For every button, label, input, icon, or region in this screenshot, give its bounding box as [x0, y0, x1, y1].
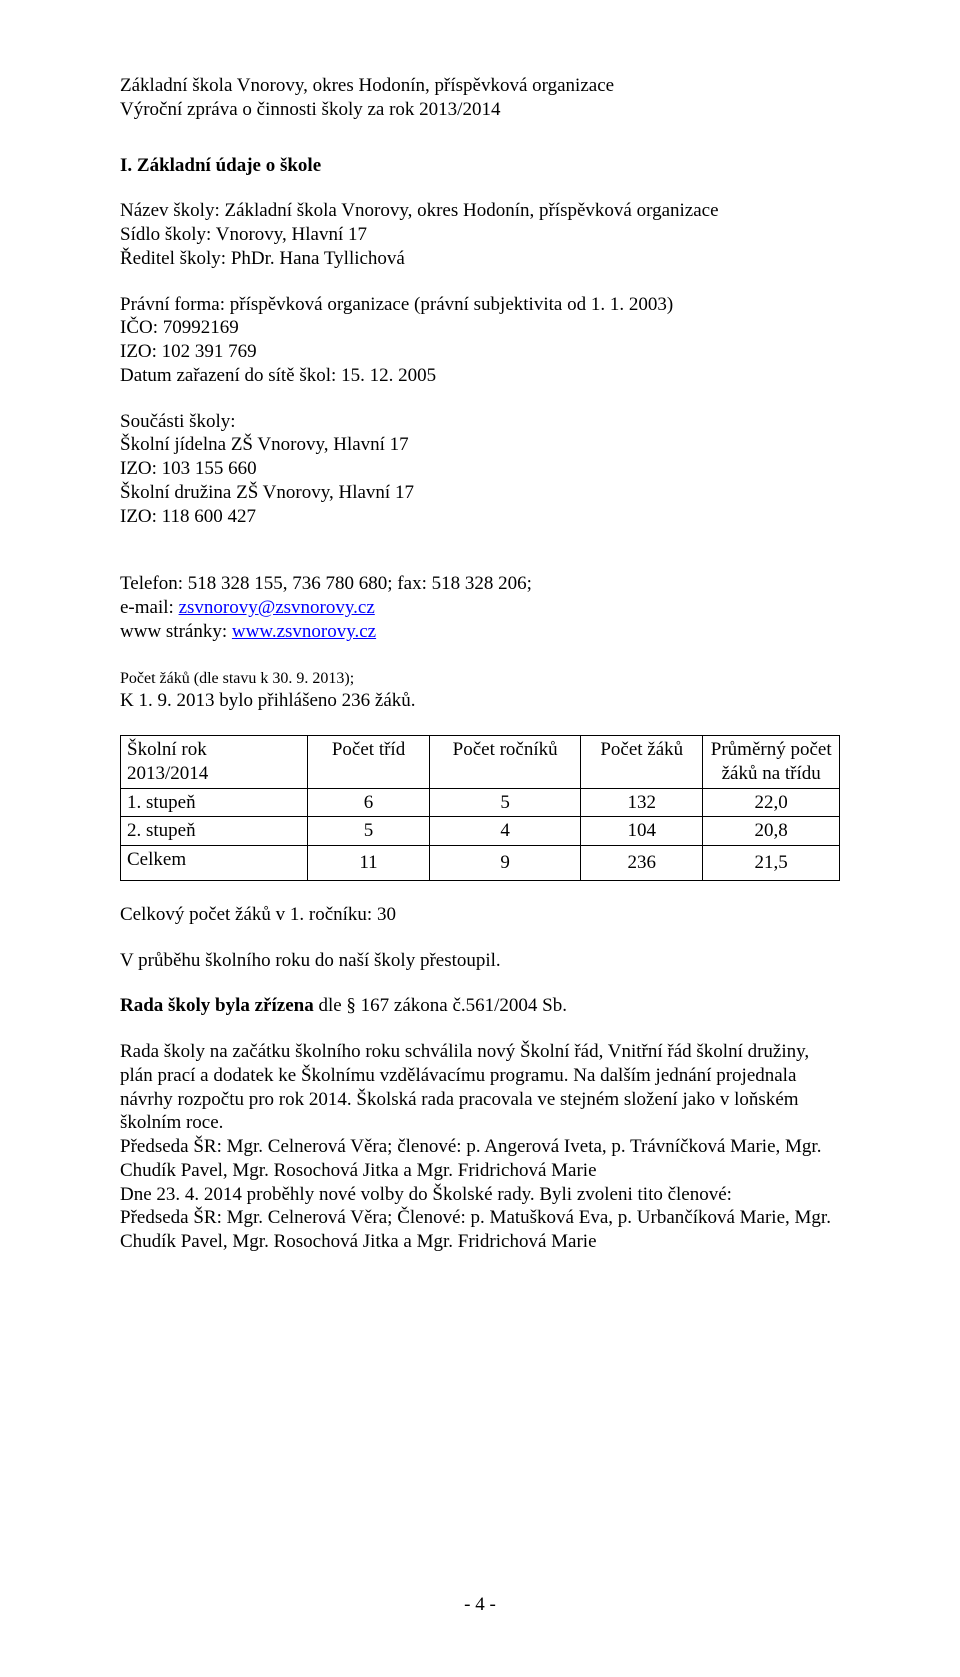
- part-club-name: Školní družina ZŠ Vnorovy, Hlavní 17: [120, 482, 414, 503]
- email-label: e-mail:: [120, 597, 179, 618]
- council-members-old: Předseda ŠR: Mgr. Celnerová Věra; členov…: [120, 1135, 840, 1183]
- total-first-grade: Celkový počet žáků v 1. ročníku: 30: [120, 903, 840, 927]
- phone-fax-line: Telefon: 518 328 155, 736 780 680; fax: …: [120, 573, 532, 594]
- council-established-line: Rada školy byla zřízena dle § 167 zákona…: [120, 994, 840, 1018]
- email-link[interactable]: zsvnorovy@zsvnorovy.cz: [179, 597, 375, 618]
- row2-c2: 5: [307, 817, 429, 846]
- part-canteen-izo: IZO: 103 155 660: [120, 458, 257, 479]
- row1-c3: 5: [430, 788, 581, 817]
- school-name-line: Název školy: Základní škola Vnorovy, okr…: [120, 200, 719, 221]
- th-avg-a: Průměrný počet: [711, 739, 832, 760]
- www-label: www stránky:: [120, 621, 232, 642]
- table-row: Celkem 11 9 236 21,5: [121, 846, 840, 881]
- school-director-line: Ředitel školy: PhDr. Hana Tyllichová: [120, 248, 405, 269]
- part-canteen-name: Školní jídelna ZŠ Vnorovy, Hlavní 17: [120, 434, 409, 455]
- school-identity-block: Název školy: Základní škola Vnorovy, okr…: [120, 199, 840, 270]
- table-header-row: Školní rok 2013/2014 Počet tříd Počet ro…: [121, 736, 840, 789]
- transfer-line: V průběhu školního roku do naší školy př…: [120, 949, 840, 973]
- row1-c5: 22,0: [703, 788, 840, 817]
- th-years: Počet ročníků: [430, 736, 581, 789]
- school-seat-line: Sídlo školy: Vnorovy, Hlavní 17: [120, 224, 367, 245]
- contact-block: Telefon: 518 328 155, 736 780 680; fax: …: [120, 572, 840, 643]
- row3-label: Celkem: [121, 846, 308, 881]
- th-avg-b: žáků na třídu: [722, 763, 821, 784]
- council-paragraph: Rada školy na začátku školního roku schv…: [120, 1040, 840, 1135]
- row1-c2: 6: [307, 788, 429, 817]
- row3-c5: 21,5: [703, 846, 840, 881]
- legal-block: Právní forma: příspěvková organizace (pr…: [120, 293, 840, 388]
- date-included-line: Datum zařazení do sítě škol: 15. 12. 200…: [120, 365, 436, 386]
- th-school-year-b: 2013/2014: [127, 763, 208, 784]
- row3-c2: 11: [307, 846, 429, 881]
- ico-line: IČO: 70992169: [120, 317, 239, 338]
- part-club-izo: IZO: 118 600 427: [120, 506, 256, 527]
- council-members-new: Předseda ŠR: Mgr. Celnerová Věra; Členov…: [120, 1206, 840, 1254]
- th-students: Počet žáků: [581, 736, 703, 789]
- section-title: I. Základní údaje o škole: [120, 154, 840, 178]
- council-election-line: Dne 23. 4. 2014 proběhly nové volby do Š…: [120, 1183, 840, 1207]
- school-parts-block: Součásti školy: Školní jídelna ZŠ Vnorov…: [120, 410, 840, 529]
- page: Základní škola Vnorovy, okres Hodonín, p…: [0, 0, 960, 1677]
- table-row: 1. stupeň 6 5 132 22,0: [121, 788, 840, 817]
- page-header: Základní škola Vnorovy, okres Hodonín, p…: [120, 74, 840, 122]
- row3-c3: 9: [430, 846, 581, 881]
- table-row: 2. stupeň 5 4 104 20,8: [121, 817, 840, 846]
- header-line-1: Základní škola Vnorovy, okres Hodonín, p…: [120, 74, 840, 98]
- row1-label: 1. stupeň: [121, 788, 308, 817]
- students-table: Školní rok 2013/2014 Počet tříd Počet ro…: [120, 735, 840, 881]
- row3-c4: 236: [581, 846, 703, 881]
- council-bold: Rada školy byla zřízena: [120, 995, 314, 1016]
- students-count-block: Počet žáků (dle stavu k 30. 9. 2013); K …: [120, 666, 840, 714]
- legal-form-line: Právní forma: příspěvková organizace (pr…: [120, 294, 673, 315]
- website-link[interactable]: www.zsvnorovy.cz: [232, 621, 376, 642]
- th-school-year-a: Školní rok: [127, 739, 207, 760]
- row2-label: 2. stupeň: [121, 817, 308, 846]
- th-school-year: Školní rok 2013/2014: [121, 736, 308, 789]
- header-line-2: Výroční zpráva o činnosti školy za rok 2…: [120, 98, 840, 122]
- page-number: - 4 -: [0, 1593, 960, 1617]
- row2-c5: 20,8: [703, 817, 840, 846]
- students-caption: Počet žáků (dle stavu k 30. 9. 2013);: [120, 670, 354, 687]
- council-rest: dle § 167 zákona č.561/2004 Sb.: [314, 995, 567, 1016]
- row1-c4: 132: [581, 788, 703, 817]
- izo-line: IZO: 102 391 769: [120, 341, 257, 362]
- row2-c4: 104: [581, 817, 703, 846]
- students-registered-line: K 1. 9. 2013 bylo přihlášeno 236 žáků.: [120, 690, 416, 711]
- row2-c3: 4: [430, 817, 581, 846]
- th-classes: Počet tříd: [307, 736, 429, 789]
- parts-title: Součásti školy:: [120, 411, 236, 432]
- th-avg: Průměrný počet žáků na třídu: [703, 736, 840, 789]
